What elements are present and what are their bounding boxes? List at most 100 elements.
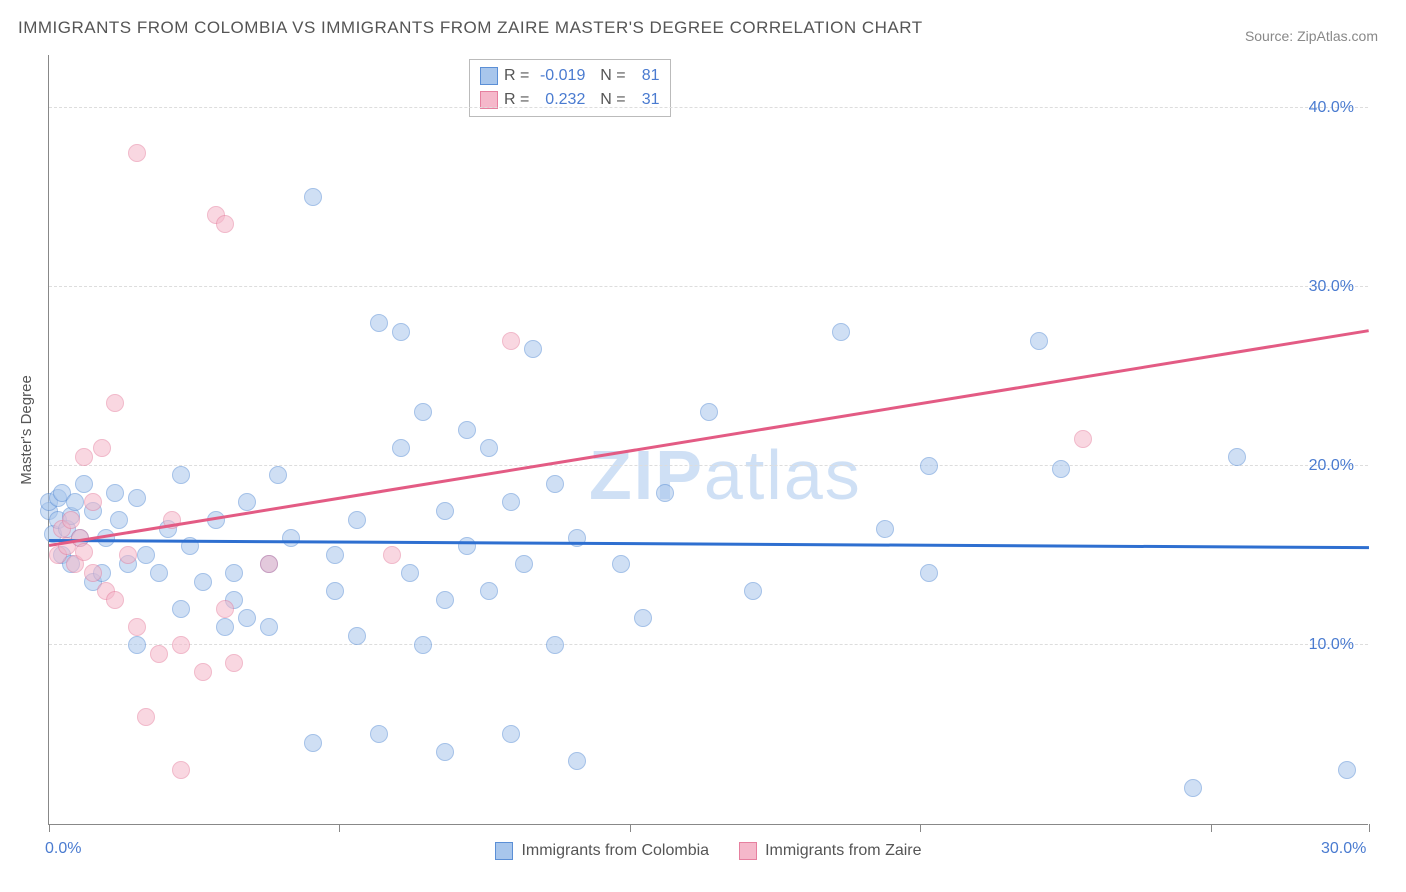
data-point (172, 761, 190, 779)
x-tick (339, 824, 340, 832)
gridline (49, 286, 1368, 287)
x-tick (920, 824, 921, 832)
data-point (436, 591, 454, 609)
data-point (260, 618, 278, 636)
data-point (110, 511, 128, 529)
gridline (49, 644, 1368, 645)
data-point (700, 403, 718, 421)
data-point (546, 475, 564, 493)
data-point (106, 591, 124, 609)
correlation-legend: R =-0.019 N =81 R =0.232 N =31 (469, 59, 671, 117)
data-point (480, 439, 498, 457)
data-point (920, 457, 938, 475)
data-point (194, 663, 212, 681)
data-point (1228, 448, 1246, 466)
legend-row-colombia: R =-0.019 N =81 (480, 64, 660, 88)
data-point (401, 564, 419, 582)
data-point (876, 520, 894, 538)
data-point (137, 708, 155, 726)
data-point (414, 636, 432, 654)
swatch-zaire-icon (739, 842, 757, 860)
data-point (75, 448, 93, 466)
data-point (326, 582, 344, 600)
data-point (832, 323, 850, 341)
data-point (612, 555, 630, 573)
legend-label: Immigrants from Zaire (765, 842, 921, 860)
data-point (128, 636, 146, 654)
y-tick-label: 40.0% (1309, 99, 1354, 117)
data-point (920, 564, 938, 582)
data-point (304, 734, 322, 752)
y-tick-label: 30.0% (1309, 278, 1354, 296)
data-point (128, 618, 146, 636)
data-point (84, 564, 102, 582)
data-point (502, 493, 520, 511)
data-point (1030, 332, 1048, 350)
data-point (515, 555, 533, 573)
data-point (172, 466, 190, 484)
data-point (383, 546, 401, 564)
trend-line (49, 539, 1369, 549)
data-point (194, 573, 212, 591)
data-point (502, 725, 520, 743)
x-tick (1211, 824, 1212, 832)
data-point (392, 323, 410, 341)
y-axis-label: Master's Degree (18, 375, 35, 485)
y-tick-label: 10.0% (1309, 636, 1354, 654)
data-point (1074, 430, 1092, 448)
data-point (524, 340, 542, 358)
data-point (119, 546, 137, 564)
data-point (1184, 779, 1202, 797)
data-point (150, 564, 168, 582)
data-point (150, 645, 168, 663)
trend-line (49, 329, 1369, 546)
data-point (370, 725, 388, 743)
data-point (172, 636, 190, 654)
x-tick-label: 0.0% (45, 840, 81, 858)
data-point (238, 609, 256, 627)
x-tick (630, 824, 631, 832)
data-point (238, 493, 256, 511)
data-point (128, 144, 146, 162)
data-point (414, 403, 432, 421)
data-point (348, 627, 366, 645)
data-point (62, 511, 80, 529)
x-tick (1369, 824, 1370, 832)
data-point (225, 654, 243, 672)
legend-label: Immigrants from Colombia (521, 842, 709, 860)
data-point (93, 439, 111, 457)
data-point (458, 537, 476, 555)
data-point (656, 484, 674, 502)
gridline (49, 107, 1368, 108)
data-point (66, 493, 84, 511)
legend-item-zaire: Immigrants from Zaire (739, 842, 921, 860)
data-point (436, 502, 454, 520)
y-tick-label: 20.0% (1309, 457, 1354, 475)
data-point (269, 466, 287, 484)
data-point (480, 582, 498, 600)
data-point (370, 314, 388, 332)
data-point (502, 332, 520, 350)
scatter-plot: ZIPatlas R =-0.019 N =81 R =0.232 N =31 … (48, 55, 1368, 825)
data-point (75, 475, 93, 493)
legend-row-zaire: R =0.232 N =31 (480, 88, 660, 112)
data-point (304, 188, 322, 206)
data-point (348, 511, 366, 529)
data-point (216, 215, 234, 233)
data-point (326, 546, 344, 564)
data-point (172, 600, 190, 618)
data-point (216, 600, 234, 618)
data-point (282, 529, 300, 547)
series-legend: Immigrants from Colombia Immigrants from… (49, 842, 1368, 860)
data-point (128, 489, 146, 507)
source-label: Source: ZipAtlas.com (1245, 28, 1378, 44)
data-point (568, 752, 586, 770)
data-point (260, 555, 278, 573)
data-point (106, 394, 124, 412)
swatch-colombia-icon (495, 842, 513, 860)
data-point (75, 543, 93, 561)
data-point (634, 609, 652, 627)
legend-item-colombia: Immigrants from Colombia (495, 842, 709, 860)
data-point (216, 618, 234, 636)
gridline (49, 465, 1368, 466)
